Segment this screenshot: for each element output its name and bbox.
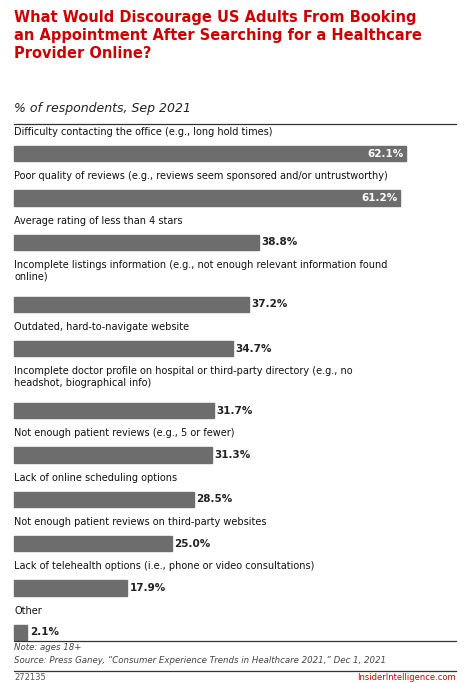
Text: InsiderIntelligence.com: InsiderIntelligence.com <box>357 673 456 682</box>
Text: 61.2%: 61.2% <box>362 193 398 203</box>
Text: Poor quality of reviews (e.g., reviews seem sponsored and/or untrustworthy): Poor quality of reviews (e.g., reviews s… <box>14 171 388 182</box>
Text: 2.1%: 2.1% <box>30 628 59 637</box>
Text: % of respondents, Sep 2021: % of respondents, Sep 2021 <box>14 102 191 115</box>
Text: What Would Discourage US Adults From Booking
an Appointment After Searching for : What Would Discourage US Adults From Boo… <box>14 10 422 61</box>
Text: 31.3%: 31.3% <box>214 450 250 460</box>
Text: Outdated, hard-to-navigate website: Outdated, hard-to-navigate website <box>14 322 189 332</box>
Text: Incomplete listings information (e.g., not enough relevant information found
onl: Incomplete listings information (e.g., n… <box>14 260 387 281</box>
Text: Other: Other <box>14 606 42 616</box>
Text: 37.2%: 37.2% <box>251 299 288 309</box>
Text: 17.9%: 17.9% <box>129 583 165 593</box>
Text: 28.5%: 28.5% <box>196 494 233 505</box>
Text: 25.0%: 25.0% <box>174 539 211 548</box>
Text: 272135: 272135 <box>14 673 46 682</box>
Text: Not enough patient reviews (e.g., 5 or fewer): Not enough patient reviews (e.g., 5 or f… <box>14 428 235 438</box>
Text: Difficulty contacting the office (e.g., long hold times): Difficulty contacting the office (e.g., … <box>14 127 273 137</box>
Text: 38.8%: 38.8% <box>261 238 298 247</box>
Text: Source: Press Ganey, “Consumer Experience Trends in Healthcare 2021,” Dec 1, 202: Source: Press Ganey, “Consumer Experienc… <box>14 656 386 665</box>
Text: Lack of online scheduling options: Lack of online scheduling options <box>14 473 177 483</box>
Text: Note: ages 18+: Note: ages 18+ <box>14 643 82 652</box>
Text: 62.1%: 62.1% <box>368 149 404 158</box>
Text: Average rating of less than 4 stars: Average rating of less than 4 stars <box>14 216 183 225</box>
Text: Lack of telehealth options (i.e., phone or video consultations): Lack of telehealth options (i.e., phone … <box>14 561 314 572</box>
Text: Not enough patient reviews on third-party websites: Not enough patient reviews on third-part… <box>14 517 266 527</box>
Text: 31.7%: 31.7% <box>217 406 253 416</box>
Text: 34.7%: 34.7% <box>235 344 272 354</box>
Text: Incomplete doctor profile on hospital or third-party directory (e.g., no
headsho: Incomplete doctor profile on hospital or… <box>14 366 352 388</box>
